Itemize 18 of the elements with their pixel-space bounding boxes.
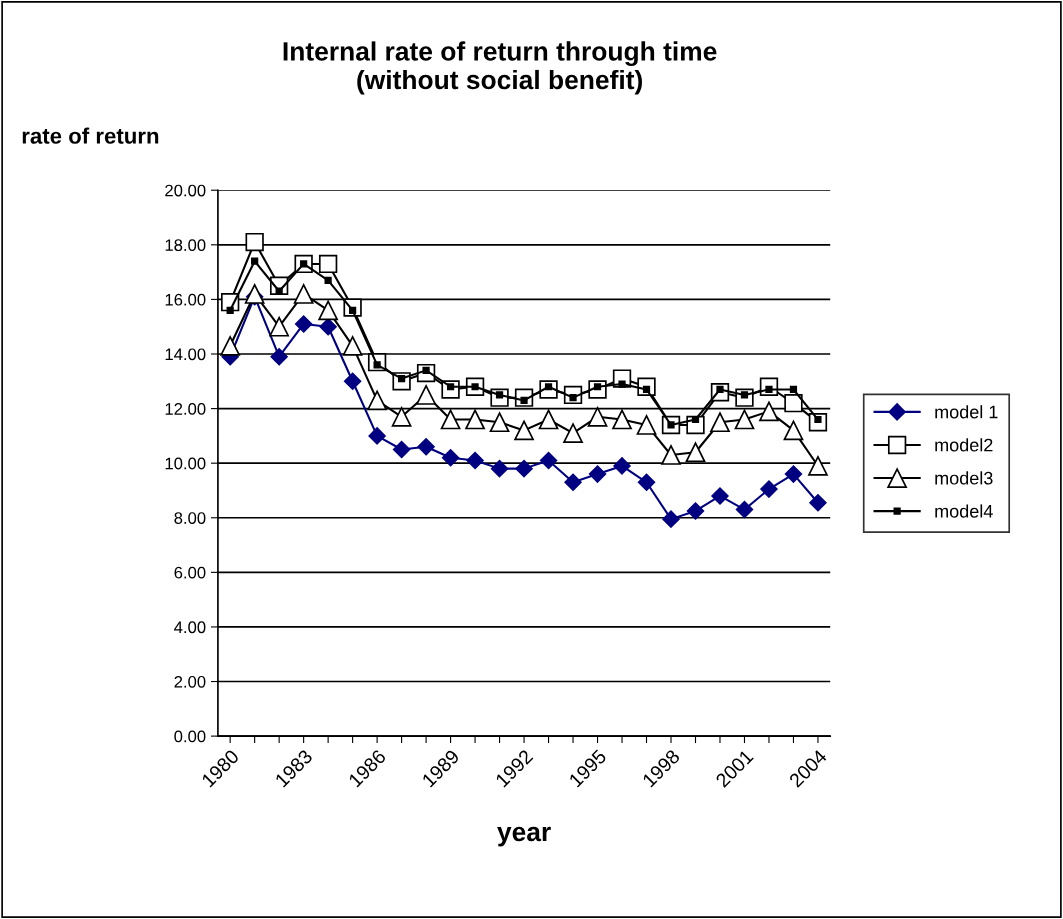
y-tick-label: 2.00 (174, 675, 206, 688)
y-tick-label: 18.00 (165, 239, 206, 252)
legend-label: model3 (935, 471, 993, 485)
y-tick-label: 16.00 (165, 293, 206, 306)
legend-label: model 1 (935, 405, 998, 419)
y-tick-label: 8.00 (174, 512, 206, 524)
y-tick-label: 14.00 (165, 348, 206, 361)
y-tick-label: 0.00 (174, 730, 206, 743)
x-axis-title: year (497, 826, 551, 847)
y-axis-title: rate of return (22, 127, 159, 144)
legend-label: model2 (935, 438, 993, 452)
y-tick-label: 6.00 (174, 566, 206, 579)
chart-title: Internal rate of return through time (without social benefit) (283, 41, 717, 95)
y-tick-label: 12.00 (165, 402, 206, 415)
y-tick-label: 20.00 (165, 184, 206, 197)
legend-label: model4 (935, 504, 993, 518)
y-tick-label: 10.00 (165, 457, 206, 470)
y-tick-label: 4.00 (174, 621, 206, 634)
